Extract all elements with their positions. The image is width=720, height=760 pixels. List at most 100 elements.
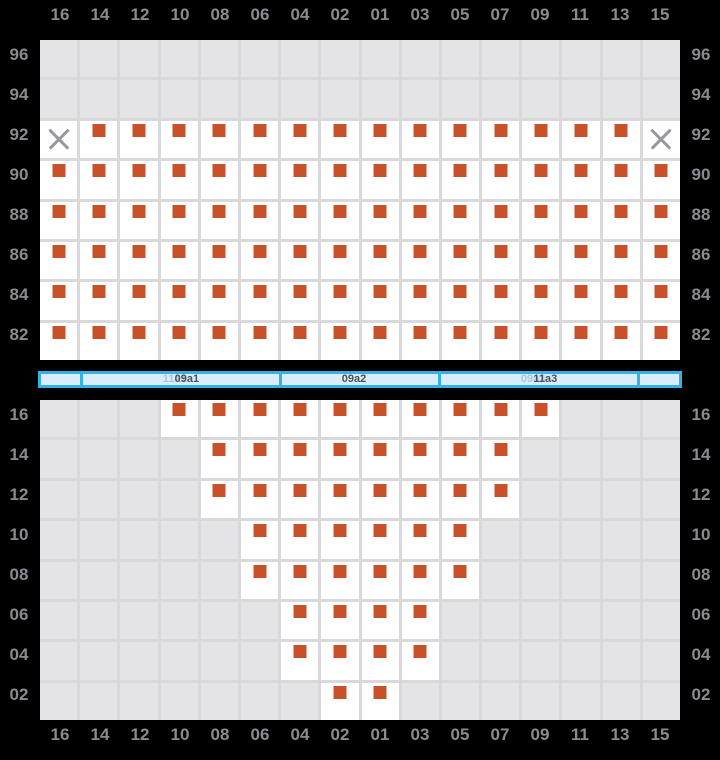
grid-cell[interactable] [281,480,319,519]
grid-cell[interactable] [562,201,600,239]
grid-cell[interactable] [441,322,480,360]
grid-cell[interactable] [361,440,399,478]
grid-cell[interactable] [40,241,78,280]
grid-cell[interactable] [240,120,279,159]
grid-cell[interactable] [522,400,560,438]
grid-cell[interactable] [200,161,238,199]
grid-cell[interactable] [401,282,439,320]
grid-cell[interactable] [281,161,319,199]
grid-cell[interactable] [120,120,158,159]
grid-cell[interactable] [120,241,158,280]
grid-cell[interactable] [281,241,319,280]
grid-cell[interactable] [522,241,560,280]
grid-cell[interactable] [361,601,399,640]
grid-cell[interactable] [401,322,439,360]
grid-cell[interactable] [361,322,399,360]
grid-cell[interactable] [281,440,319,478]
grid-cell[interactable] [401,201,439,239]
band-segment[interactable]: 09a2 [278,374,439,385]
grid-cell[interactable] [240,561,279,599]
grid-cell[interactable] [361,241,399,280]
grid-cell[interactable] [522,322,560,360]
grid-cell[interactable] [120,201,158,239]
grid-cell[interactable] [321,561,359,599]
grid-cell[interactable] [200,480,238,519]
grid-cell[interactable] [361,642,399,680]
grid-cell[interactable] [321,400,359,438]
band-segment[interactable] [636,374,679,385]
grid-cell[interactable] [401,241,439,280]
grid-cell[interactable] [321,322,359,360]
grid-cell[interactable] [642,241,680,280]
grid-cell[interactable] [321,120,359,159]
grid-cell[interactable] [240,241,279,280]
grid-cell[interactable] [482,120,520,159]
grid-cell[interactable] [642,120,680,159]
grid-cell[interactable] [200,400,238,438]
grid-cell[interactable] [281,201,319,239]
grid-cell[interactable] [361,682,399,720]
grid-cell[interactable] [401,642,439,680]
grid-cell[interactable] [40,120,78,159]
grid-cell[interactable] [80,120,118,159]
grid-cell[interactable] [401,440,439,478]
grid-cell[interactable] [240,521,279,559]
grid-cell[interactable] [240,161,279,199]
band-segment[interactable]: 11a1 09a1 [80,374,279,385]
grid-cell[interactable] [482,201,520,239]
grid-cell[interactable] [361,161,399,199]
grid-cell[interactable] [120,322,158,360]
grid-cell[interactable] [361,400,399,438]
grid-cell[interactable] [401,601,439,640]
grid-cell[interactable] [40,282,78,320]
grid-cell[interactable] [321,642,359,680]
band-segment[interactable] [41,374,81,385]
grid-cell[interactable] [401,480,439,519]
grid-cell[interactable] [441,282,480,320]
grid-cell[interactable] [522,282,560,320]
grid-cell[interactable] [482,440,520,478]
grid-cell[interactable] [482,322,520,360]
grid-cell[interactable] [441,521,480,559]
grid-cell[interactable] [482,241,520,280]
grid-cell[interactable] [321,201,359,239]
grid-cell[interactable] [80,241,118,280]
grid-cell[interactable] [160,241,198,280]
grid-cell[interactable] [321,480,359,519]
grid-cell[interactable] [40,322,78,360]
grid-cell[interactable] [401,561,439,599]
grid-cell[interactable] [482,161,520,199]
grid-cell[interactable] [441,161,480,199]
grid-cell[interactable] [160,282,198,320]
grid-cell[interactable] [401,521,439,559]
grid-cell[interactable] [160,322,198,360]
grid-cell[interactable] [562,282,600,320]
grid-cell[interactable] [441,440,480,478]
grid-cell[interactable] [522,161,560,199]
grid-cell[interactable] [200,282,238,320]
grid-cell[interactable] [200,120,238,159]
grid-cell[interactable] [240,201,279,239]
grid-cell[interactable] [441,201,480,239]
grid-cell[interactable] [401,400,439,438]
grid-cell[interactable] [602,282,640,320]
grid-cell[interactable] [642,322,680,360]
grid-cell[interactable] [642,201,680,239]
grid-cell[interactable] [361,521,399,559]
grid-cell[interactable] [80,282,118,320]
grid-cell[interactable] [321,241,359,280]
grid-cell[interactable] [401,161,439,199]
grid-cell[interactable] [80,161,118,199]
grid-cell[interactable] [80,322,118,360]
grid-cell[interactable] [200,241,238,280]
grid-cell[interactable] [441,561,480,599]
grid-cell[interactable] [281,400,319,438]
grid-cell[interactable] [281,120,319,159]
grid-cell[interactable] [522,201,560,239]
grid-cell[interactable] [361,120,399,159]
grid-cell[interactable] [441,480,480,519]
grid-cell[interactable] [482,400,520,438]
grid-cell[interactable] [602,161,640,199]
grid-cell[interactable] [281,561,319,599]
grid-cell[interactable] [120,161,158,199]
